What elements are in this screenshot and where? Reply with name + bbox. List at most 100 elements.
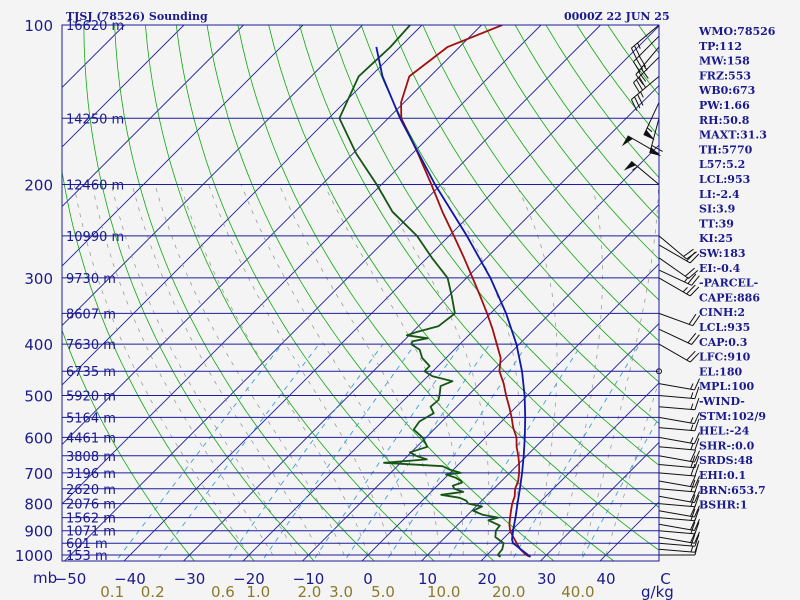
barb-flag bbox=[633, 82, 641, 94]
barb-flag bbox=[694, 540, 700, 553]
index-entry: TH:5770 bbox=[699, 143, 753, 156]
wind-barb bbox=[658, 438, 700, 451]
height-label: 6735 m bbox=[66, 365, 116, 380]
wind-barb bbox=[658, 412, 700, 425]
barb-flag bbox=[635, 74, 644, 85]
pressure-tick-label: 800 bbox=[24, 496, 53, 514]
dry-adiabat-line bbox=[175, 25, 495, 561]
wind-barb bbox=[658, 257, 699, 279]
barb-staff bbox=[658, 523, 695, 531]
barb-flag bbox=[694, 386, 700, 399]
barb-flag bbox=[690, 449, 697, 462]
mixing-ratio-tick-label: 3.0 bbox=[329, 583, 353, 600]
barb-half-flag bbox=[690, 403, 694, 410]
wind-barb bbox=[658, 474, 700, 488]
barb-staff bbox=[649, 118, 660, 154]
barb-staff bbox=[658, 343, 691, 363]
isotherm-line bbox=[62, 25, 244, 208]
barb-half-flag bbox=[637, 42, 641, 49]
barb-pennant bbox=[621, 135, 633, 147]
dewpoint-profile-line bbox=[338, 25, 505, 558]
barb-half-flag bbox=[690, 392, 694, 399]
barb-flag bbox=[684, 267, 695, 277]
dry-adiabat-line bbox=[391, 25, 659, 383]
barb-staff bbox=[658, 472, 695, 477]
wind-barb bbox=[633, 35, 660, 73]
barb-pennant bbox=[643, 129, 655, 141]
barb-flag bbox=[694, 522, 700, 535]
mixing-ratio-tick-label: 2.0 bbox=[297, 583, 321, 600]
isobar-lines bbox=[62, 24, 659, 556]
wind-barb bbox=[658, 418, 700, 432]
height-label: 3808 m bbox=[66, 450, 116, 465]
barb-staff bbox=[658, 488, 695, 493]
barb-staff bbox=[658, 446, 695, 451]
barb-staff bbox=[658, 312, 693, 327]
temperature-tick-label: −40 bbox=[114, 570, 146, 588]
wind-barb bbox=[658, 328, 700, 345]
barb-flag bbox=[690, 490, 697, 503]
height-label: 2076 m bbox=[66, 498, 116, 513]
barb-flag bbox=[694, 531, 700, 544]
index-entry: CINH:2 bbox=[699, 306, 745, 319]
index-entry: WB0:673 bbox=[698, 84, 755, 97]
barb-half-flag bbox=[646, 127, 653, 133]
barb-flag bbox=[630, 47, 638, 60]
pressure-tick-labels: 100 200 300 400 500 600 700 800 900 1000 bbox=[15, 17, 53, 565]
height-label: 153 m bbox=[66, 549, 108, 564]
barb-flag bbox=[694, 534, 700, 547]
wind-barb bbox=[623, 161, 660, 185]
dry-adiabat-line bbox=[299, 25, 659, 508]
wind-barb bbox=[643, 102, 660, 141]
barb-flag bbox=[690, 508, 696, 521]
index-entry: LCL:953 bbox=[699, 173, 750, 186]
index-entry: HEL:-24 bbox=[699, 425, 750, 438]
barb-flag bbox=[638, 76, 647, 88]
pressure-tick-label: 200 bbox=[24, 177, 53, 195]
temperature-tick-label: −20 bbox=[233, 570, 265, 588]
wind-barb bbox=[658, 490, 700, 504]
chart-title: TJSJ (78526) Sounding bbox=[66, 10, 208, 23]
barb-staff bbox=[658, 328, 692, 345]
isotherm-line bbox=[420, 322, 659, 561]
moist-adiabat-line bbox=[111, 184, 297, 556]
index-entry: CAP:0.3 bbox=[699, 336, 747, 349]
index-entry: MPL:100 bbox=[699, 380, 755, 393]
barb-flag bbox=[694, 438, 700, 451]
barb-staff bbox=[658, 269, 692, 286]
barb-staff bbox=[633, 35, 660, 63]
barb-half-flag bbox=[690, 443, 694, 450]
index-entry: CAPE:886 bbox=[699, 291, 760, 304]
wind-barb bbox=[635, 46, 660, 85]
barb-staff bbox=[631, 24, 660, 49]
temperature-tick-labels: −50 −40 −30 −20 −10 0 10 20 30 40 C bbox=[55, 570, 671, 588]
wind-barb bbox=[658, 235, 697, 260]
mixing-ratio-line bbox=[226, 343, 384, 561]
barb-flag bbox=[694, 505, 700, 518]
wind-barb bbox=[658, 508, 700, 522]
barb-staff bbox=[658, 495, 695, 504]
index-entry: TT:39 bbox=[699, 217, 734, 230]
index-entry: BRN:653.7 bbox=[699, 484, 766, 497]
isotherm-line bbox=[480, 382, 659, 561]
barb-half-flag bbox=[643, 65, 648, 71]
isotherm-line bbox=[62, 25, 542, 505]
wind-barb bbox=[658, 397, 700, 411]
isotherm-line bbox=[361, 263, 659, 561]
index-entry: LCL:935 bbox=[699, 321, 750, 334]
barb-flag bbox=[686, 251, 697, 260]
temperature-tick-label: 0 bbox=[363, 570, 373, 588]
wind-barbs bbox=[621, 24, 701, 556]
dry-adiabat-line bbox=[422, 25, 659, 342]
barb-staff bbox=[658, 427, 695, 432]
barb-flag bbox=[690, 521, 696, 534]
barb-staff bbox=[658, 416, 695, 425]
mixing-ratio-line bbox=[115, 343, 283, 561]
index-entry: KI:25 bbox=[699, 232, 733, 245]
dry-adiabat-line bbox=[145, 25, 435, 561]
index-entry: EI:-0.4 bbox=[699, 262, 741, 275]
index-entry: TP:112 bbox=[699, 40, 742, 53]
temperature-tick-label: −50 bbox=[55, 570, 87, 588]
barb-staff bbox=[635, 46, 660, 75]
